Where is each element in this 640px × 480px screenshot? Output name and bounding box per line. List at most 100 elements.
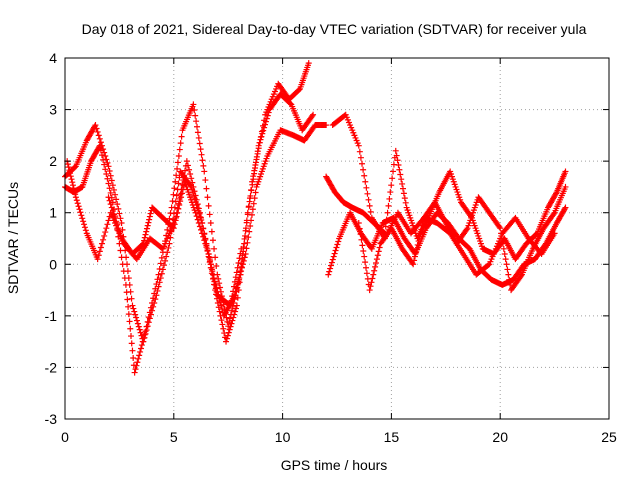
data-point-interp [203,185,210,192]
data-point-interp [105,180,112,187]
data-point-interp [176,146,183,153]
data-point-interp [360,247,367,254]
data-point-interp [158,254,165,261]
data-point-interp [372,259,379,266]
data-point [242,250,249,257]
data-point-interp [69,182,76,189]
data-point-interp [137,348,144,355]
data-point-interp [149,299,156,306]
data-point-interp [206,254,213,261]
data-point-interp [415,238,422,245]
data-point-interp [332,247,339,254]
data-point-interp [553,190,560,197]
data-point-interp [147,304,154,311]
data-point-interp [157,260,164,267]
data-point [562,168,569,175]
data-point-interp [252,189,259,196]
data-point-interp [258,128,265,135]
data-point-interp [142,231,149,238]
x-tick-label: 10 [275,429,291,445]
data-point-interp [254,150,261,157]
data-point-interp [119,226,126,233]
data-point-interp [119,261,126,268]
series-track-8 [329,111,558,278]
data-point-interp [151,290,158,297]
x-tick-label: 25 [601,429,617,445]
data-point-interp [97,147,104,154]
data-point-interp [187,171,194,178]
data-point-interp [245,234,252,241]
data-point-interp [213,288,220,295]
data-point-interp [176,201,183,208]
data-point-interp [393,152,400,159]
data-point-interp [106,197,113,204]
data-point-interp [201,237,208,244]
data-point-interp [202,177,209,184]
data-point-interp [255,145,262,152]
data-point-interp [195,220,202,227]
data-point-interp [133,317,140,324]
data-point-interp [213,263,220,270]
data-point-interp [208,264,215,271]
data-point-interp [328,262,335,269]
data-point [155,271,162,278]
data-point-interp [64,161,71,168]
data-point-interp [396,166,403,173]
data-point-interp [143,228,150,235]
data-point-interp [110,211,117,218]
data-point-interp [226,319,233,326]
data-point-interp [133,362,140,369]
y-tick-label: -1 [45,308,58,324]
data-point-interp [388,182,395,189]
data-point-interp [126,318,133,325]
data-point-interp [220,325,227,332]
data-point-interp [67,173,74,180]
data-point-interp [67,170,74,177]
data-point-interp [230,314,237,321]
x-tick-label: 15 [384,429,400,445]
data-point-interp [134,359,141,366]
data-point-interp [73,197,80,204]
data-point-interp [71,164,78,171]
data-point [105,163,112,170]
data-point-interp [137,329,144,336]
data-point [96,142,103,149]
data-point-interp [503,261,510,268]
data-point-interp [98,152,105,159]
data-point-interp [217,284,224,291]
data-point-interp [207,261,214,268]
data-point-interp [357,154,364,161]
data-point-interp [177,198,184,205]
data-point-interp [144,222,151,229]
x-tick-label: 20 [492,429,508,445]
data-point-interp [78,212,85,219]
y-tick-label: 1 [49,205,57,221]
data-point-interp [176,174,183,181]
data-point-interp [362,259,369,266]
data-point-interp [130,305,137,312]
data-point-interp [146,315,153,322]
data-point-interp [416,234,423,241]
data-point-interp [361,172,368,179]
data-point-interp [114,221,121,228]
y-axis-title: SDTVAR / TECUs [5,182,21,294]
data-point-interp [233,269,240,276]
data-point-interp [397,171,404,178]
data-point-interp [389,175,396,182]
data-point-interp [138,342,145,349]
data-point-interp [178,133,185,140]
data-point-interp [230,288,237,295]
data-point [129,302,136,309]
data-point-interp [253,156,260,163]
data-point-interp [141,237,148,244]
data-point-interp [218,302,225,309]
data-point-interp [101,161,108,168]
data-point-interp [106,185,113,192]
data-point-interp [146,216,153,223]
series-track-7 [355,183,569,294]
data-point-interp [103,225,110,232]
data-point-interp [363,184,370,191]
data-point-interp [170,191,177,198]
data-point-interp [169,198,176,205]
